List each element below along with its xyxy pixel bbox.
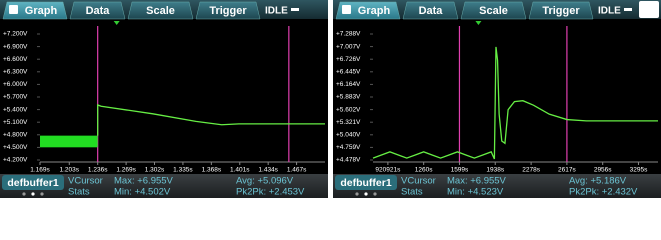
stat-caption: Stats xyxy=(401,187,423,198)
state-label: IDLE xyxy=(598,6,621,17)
page-dot xyxy=(31,192,35,196)
y-tick-label: +6.164V xyxy=(336,81,361,88)
stat-min: Min: +4.523V xyxy=(447,187,504,198)
tab[interactable] xyxy=(402,1,459,20)
y-tick-label: +5.883V xyxy=(336,94,361,101)
y-tick-label: +5.040V xyxy=(336,132,361,139)
stat-caption: VCursor xyxy=(68,176,103,187)
buffer-label[interactable]: defbuffer1 xyxy=(7,177,58,189)
tab-label[interactable]: Data xyxy=(86,5,111,17)
tab-label[interactable]: Trigger xyxy=(542,5,580,17)
y-tick-label: +6.445V xyxy=(336,69,361,76)
stat-avg: Avg: +5.096V xyxy=(236,176,294,187)
buffer-label[interactable]: defbuffer1 xyxy=(340,177,391,189)
page-dot xyxy=(22,192,26,196)
page-dot xyxy=(40,192,44,196)
x-tick-label: 1.368s xyxy=(202,167,222,174)
stat-min: Min: +4.502V xyxy=(114,187,171,198)
x-tick-label: 1.203s xyxy=(60,167,80,174)
x-tick-label: 2956s xyxy=(594,167,612,174)
y-tick-label: +4.500V xyxy=(3,144,28,151)
stat-caption: VCursor xyxy=(401,176,436,187)
tab[interactable] xyxy=(335,1,401,20)
trigger-marker xyxy=(113,21,120,25)
tab-label[interactable]: Graph xyxy=(25,5,58,17)
x-tick-label: 1.467s xyxy=(287,167,307,174)
x-tick-label: 1.169s xyxy=(30,167,50,174)
instrument-screen: Graph Data Scale Trigger IDLE +7.288V +7.007V +… xyxy=(333,0,661,198)
x-tick-label: 1.401s xyxy=(230,167,250,174)
y-tick-label: +6.726V xyxy=(336,56,361,63)
y-tick-label: +5.602V xyxy=(336,106,361,113)
x-tick-label: 1599s xyxy=(451,167,469,174)
page-dot xyxy=(355,192,359,196)
waveform xyxy=(97,104,325,136)
tab[interactable] xyxy=(528,1,594,20)
y-tick-label: +5.321V xyxy=(336,119,361,126)
y-tick-label: +4.200V xyxy=(3,157,28,164)
buffer-button[interactable] xyxy=(335,175,397,190)
home-icon xyxy=(9,5,18,14)
y-tick-label: +6.300V xyxy=(3,69,28,76)
y-tick-label: +6.000V xyxy=(3,81,28,88)
x-tick-label: 1938s xyxy=(486,167,504,174)
page-dot xyxy=(373,192,377,196)
tab-label[interactable]: Scale xyxy=(479,5,508,17)
x-tick-label: 2617s xyxy=(558,167,576,174)
menu-button[interactable] xyxy=(639,1,659,18)
stat-max: Max: +6.955V xyxy=(447,176,507,187)
stat-avg: Avg: +5.186V xyxy=(569,176,627,187)
screen-bg xyxy=(0,0,328,198)
screens: Graph Data Scale Trigger IDLE +7.200V +6.900V +… xyxy=(0,0,661,198)
state-icon xyxy=(291,8,299,11)
buffer-button[interactable] xyxy=(2,175,64,190)
stat-pk2pk: Pk2Pk: +2.432V xyxy=(569,187,638,198)
x-tick-label: 1.236s xyxy=(88,167,108,174)
y-tick-label: +5.400V xyxy=(3,106,28,113)
tab-label[interactable]: Trigger xyxy=(209,5,247,17)
y-tick-label: +4.800V xyxy=(3,132,28,139)
stat-max: Max: +6.955V xyxy=(114,176,174,187)
x-tick-label: 1.434s xyxy=(258,167,278,174)
waveform xyxy=(372,46,658,160)
stat-caption: Stats xyxy=(68,187,90,198)
y-tick-label: +6.600V xyxy=(3,56,28,63)
stat-pk2pk: Pk2Pk: +2.453V xyxy=(236,187,305,198)
x-tick-label: 1.269s xyxy=(116,167,136,174)
burst xyxy=(40,135,98,148)
tab[interactable] xyxy=(2,1,68,20)
y-tick-label: +5.700V xyxy=(3,94,28,101)
tab[interactable] xyxy=(195,1,261,20)
x-tick-label: 2278s xyxy=(522,167,540,174)
x-tick-label: 1.302s xyxy=(145,167,165,174)
x-tick-label: 1260s xyxy=(415,167,433,174)
x-tick-label: 920921s xyxy=(375,167,401,174)
tab-label[interactable]: Scale xyxy=(146,5,175,17)
state-label: IDLE xyxy=(265,6,288,17)
y-tick-label: +6.900V xyxy=(3,43,28,50)
tab[interactable] xyxy=(69,1,126,20)
tab-label[interactable]: Graph xyxy=(358,5,391,17)
page-dot xyxy=(364,192,368,196)
tab[interactable] xyxy=(460,1,527,20)
y-tick-label: +4.759V xyxy=(336,144,361,151)
y-tick-label: +5.100V xyxy=(3,119,28,126)
home-icon xyxy=(342,5,351,14)
tab[interactable] xyxy=(127,1,194,20)
x-tick-label: 1.335s xyxy=(173,167,193,174)
trigger-marker xyxy=(475,21,482,25)
y-tick-label: +7.200V xyxy=(3,31,28,38)
instrument-screen: Graph Data Scale Trigger IDLE +7.200V +6.900V +… xyxy=(0,0,328,198)
x-tick-label: 3295s xyxy=(630,167,648,174)
y-tick-label: +7.007V xyxy=(336,43,361,50)
tab-label[interactable]: Data xyxy=(419,5,444,17)
y-tick-label: +7.288V xyxy=(336,31,361,38)
y-tick-label: +4.478V xyxy=(336,157,361,164)
state-icon xyxy=(624,8,632,11)
